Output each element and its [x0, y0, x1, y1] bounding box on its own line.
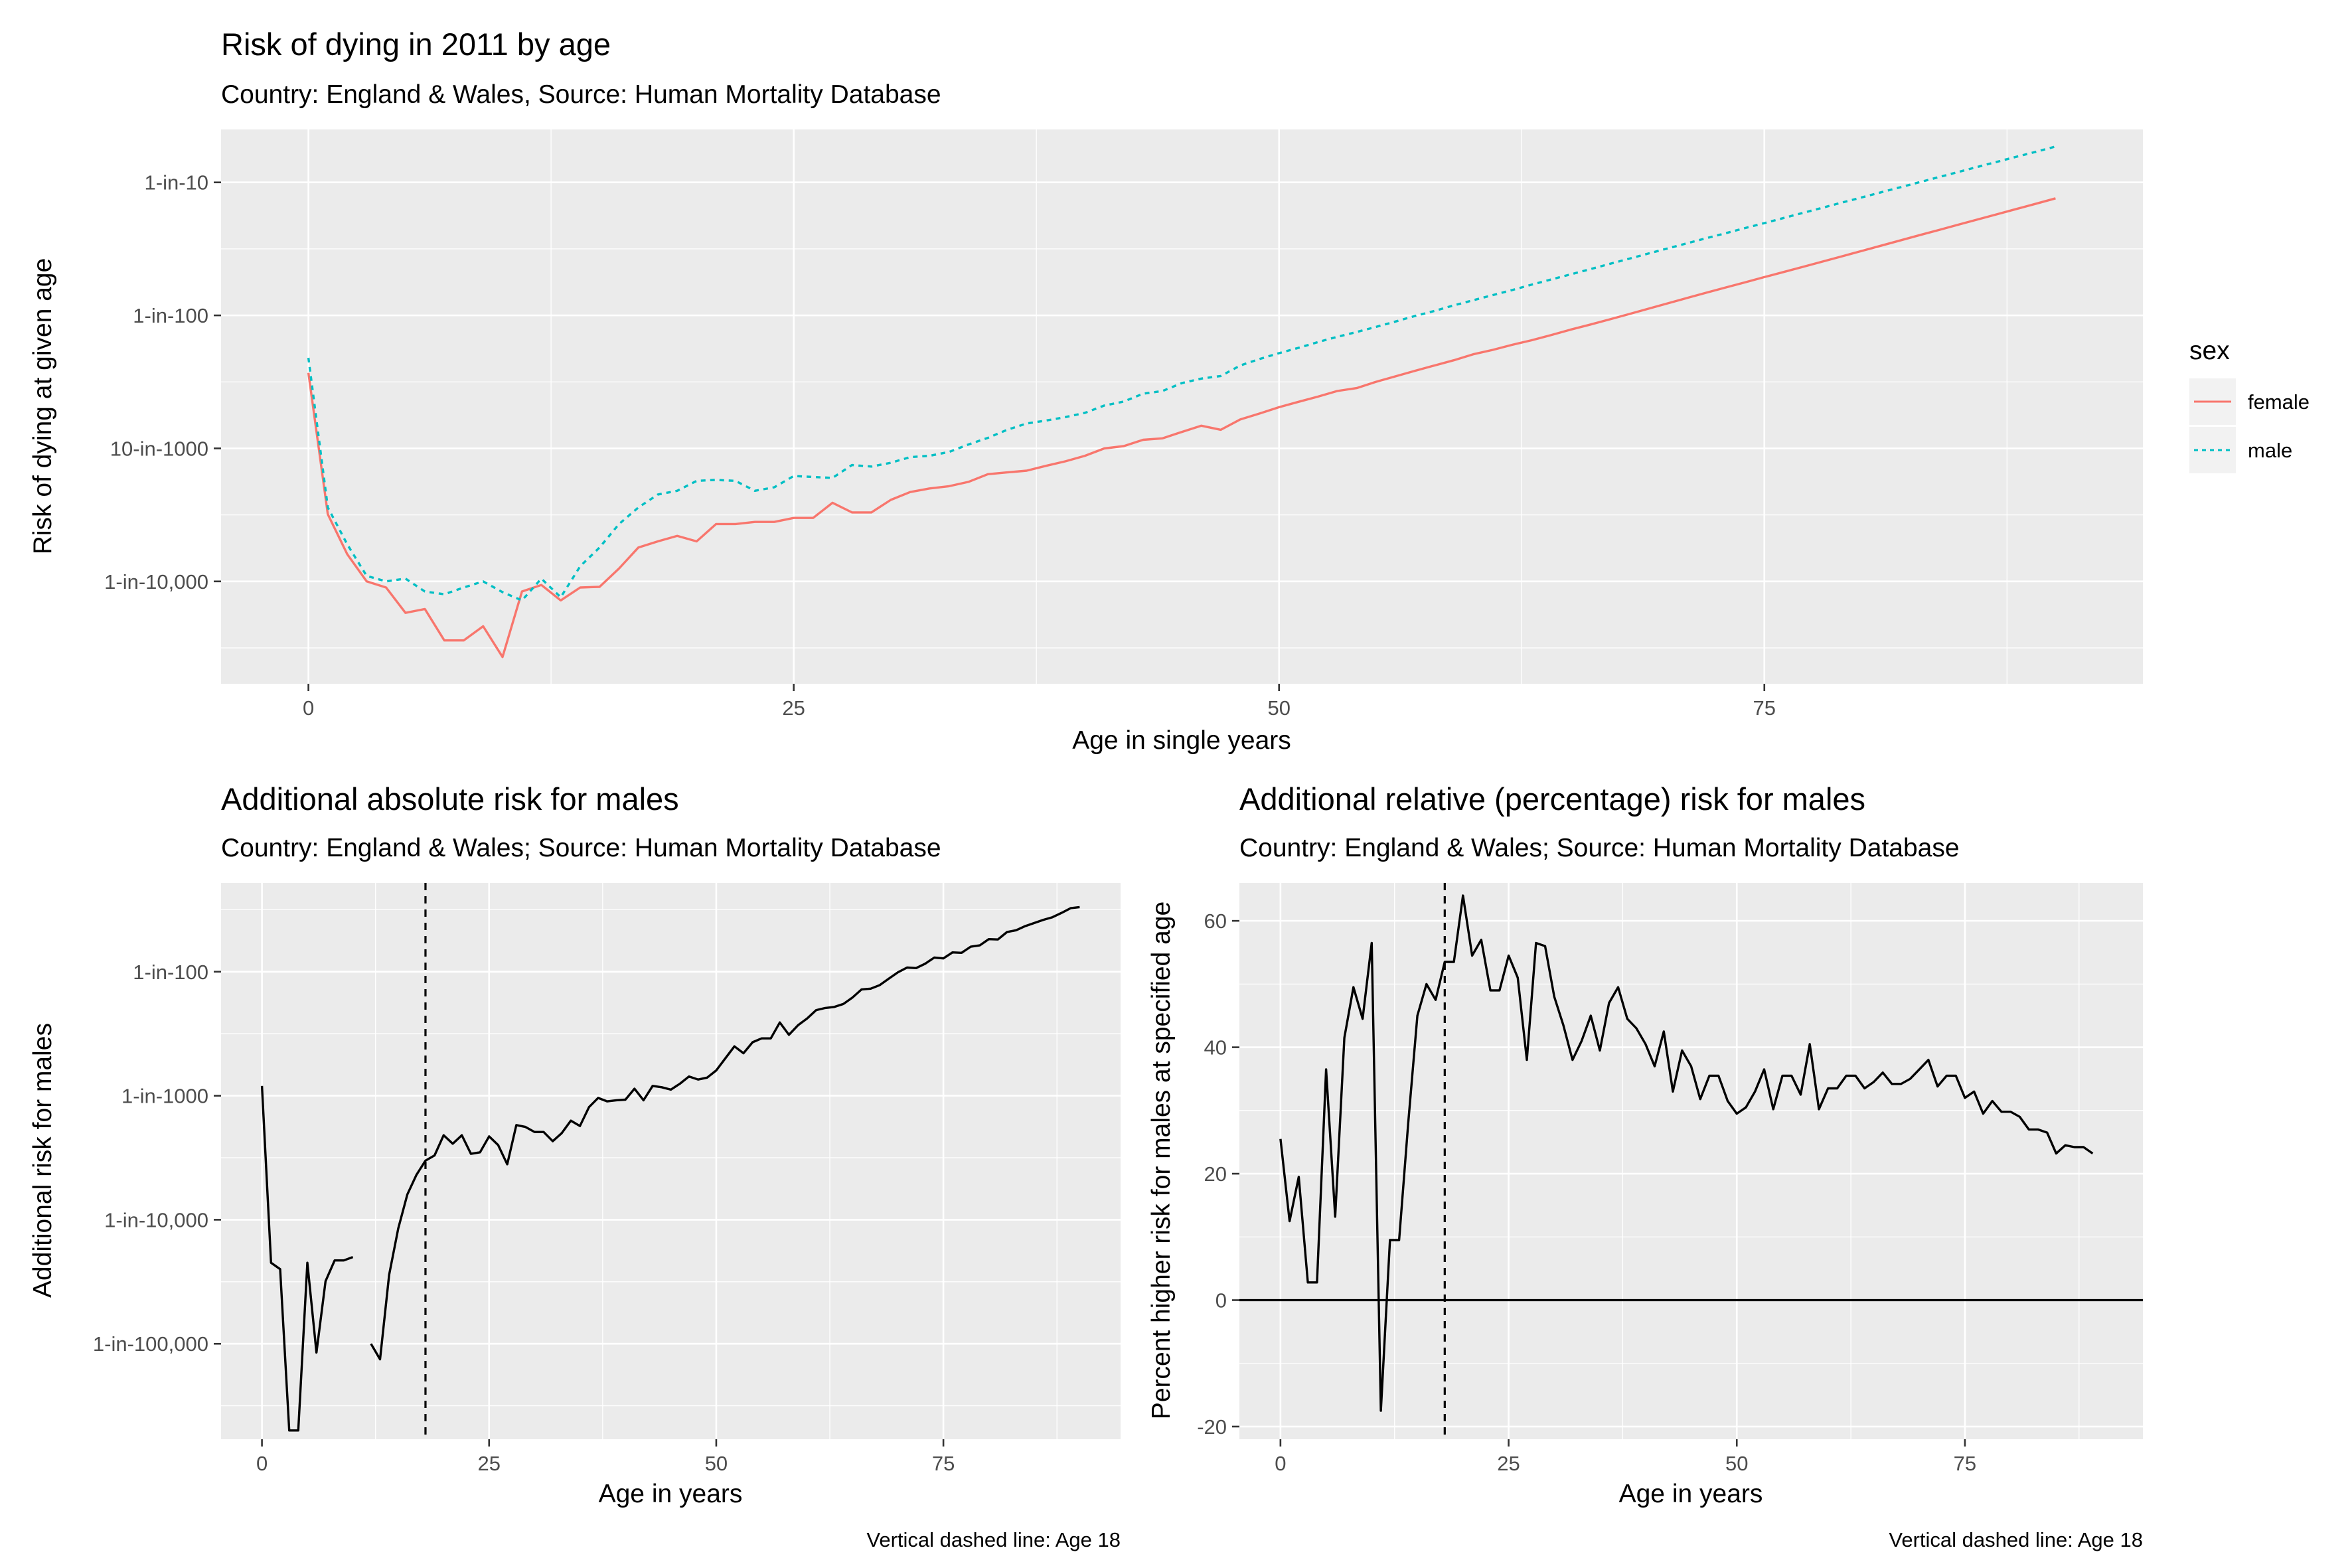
bottom-right-plot-subtitle: Country: England & Wales; Source: Human … [1239, 834, 1960, 862]
bottom-right-plot-x-tick-label: 50 [1725, 1452, 1748, 1475]
bottom-left-plot-subtitle: Country: England & Wales; Source: Human … [221, 834, 941, 862]
top-plot-x-axis-title: Age in single years [1072, 726, 1291, 755]
bottom-right-plot-series-line [1279, 894, 2094, 1412]
bottom-left-plot-x-axis: 0 25 50 75 [256, 1439, 955, 1475]
bottom-right-plot-y-tick-label: 0 [1215, 1289, 1227, 1312]
top-plot-x-tick-label: 75 [1753, 696, 1776, 720]
bottom-right-plot-x-tick-label: 0 [1275, 1452, 1286, 1475]
bottom-left-plot-grid [221, 883, 1121, 1439]
top-plot-y-tick-label: 10-in-1000 [110, 437, 208, 460]
bottom-left-plot-y-axis: 1-in-100,000 1-in-10,000 1-in-1000 1-in-100 [93, 961, 221, 1356]
bottom-right-plot-y-tick-label: 20 [1204, 1162, 1227, 1186]
bottom-left-plot: Additional absolute risk for males Count… [29, 781, 1121, 1551]
top-plot-y-axis: 1-in-10,000 10-in-1000 1-in-100 1-in-10 [104, 171, 221, 593]
bottom-right-plot-y-axis: -20 0 20 40 60 [1197, 909, 1239, 1439]
bottom-right-plot: Additional relative (percentage) risk fo… [1147, 781, 2143, 1551]
bottom-left-plot-x-tick-label: 0 [256, 1452, 268, 1475]
bottom-right-plot-y-tick-label: 40 [1204, 1036, 1227, 1059]
legend-label-male: male [2248, 439, 2292, 462]
top-plot: Risk of dying in 2011 by age Country: En… [29, 27, 2310, 755]
bottom-right-plot-x-axis: 0 25 50 75 [1275, 1439, 1976, 1475]
legend-title: sex [2189, 337, 2230, 365]
top-plot-subtitle: Country: England & Wales, Source: Human … [221, 80, 941, 109]
top-plot-x-tick-label: 50 [1267, 696, 1290, 720]
bottom-left-plot-title: Additional absolute risk for males [221, 781, 679, 817]
top-plot-y-tick-label: 1-in-100 [133, 304, 208, 327]
legend: sex female male [2189, 337, 2310, 473]
bottom-left-plot-panel [221, 883, 1121, 1439]
top-plot-x-axis: 0 25 50 75 [303, 684, 1776, 720]
bottom-right-plot-x-tick-label: 25 [1497, 1452, 1520, 1475]
bottom-left-plot-x-tick-label: 50 [705, 1452, 728, 1475]
top-plot-series-line-female [307, 197, 2056, 659]
bottom-left-plot-y-axis-title: Additional risk for males [29, 1023, 57, 1298]
top-plot-grid [221, 129, 2143, 684]
bottom-right-plot-y-axis-title: Percent higher risk for males at specifi… [1147, 902, 1176, 1419]
bottom-right-plot-x-tick-label: 75 [1954, 1452, 1976, 1475]
bottom-left-plot-y-tick-label: 1-in-10,000 [104, 1208, 208, 1231]
bottom-left-plot-x-axis-title: Age in years [599, 1480, 743, 1508]
bottom-right-plot-y-tick-label: 60 [1204, 909, 1227, 933]
bottom-right-plot-title: Additional relative (percentage) risk fo… [1239, 781, 1865, 817]
top-plot-lines [307, 145, 2056, 659]
top-plot-y-tick-label: 1-in-10,000 [104, 570, 208, 593]
bottom-left-plot-x-tick-label: 25 [478, 1452, 501, 1475]
bottom-right-plot-panel [1239, 883, 2143, 1439]
bottom-left-plot-series-line [260, 905, 1080, 1432]
bottom-right-plot-caption: Vertical dashed line: Age 18 [1889, 1528, 2143, 1551]
bottom-left-plot-caption: Vertical dashed line: Age 18 [866, 1528, 1121, 1551]
bottom-right-plot-lines [1239, 883, 2143, 1439]
bottom-right-plot-x-axis-title: Age in years [1619, 1480, 1763, 1508]
top-plot-y-axis-title: Risk of dying at given age [29, 258, 57, 555]
top-plot-y-tick-label: 1-in-10 [145, 171, 209, 195]
bottom-left-plot-y-tick-label: 1-in-100 [133, 961, 208, 984]
top-plot-title: Risk of dying in 2011 by age [221, 27, 611, 62]
bottom-left-plot-x-tick-label: 75 [932, 1452, 955, 1475]
bottom-left-plot-y-tick-label: 1-in-100,000 [93, 1332, 208, 1356]
top-plot-x-tick-label: 25 [782, 696, 805, 720]
bottom-left-plot-lines [260, 883, 1080, 1439]
top-plot-panel [221, 129, 2143, 684]
top-plot-x-tick-label: 0 [303, 696, 314, 720]
bottom-left-plot-y-tick-label: 1-in-1000 [121, 1085, 208, 1108]
bottom-right-plot-y-tick-label: -20 [1197, 1415, 1227, 1439]
top-plot-series-line-male [307, 145, 2056, 602]
legend-label-female: female [2248, 390, 2310, 414]
